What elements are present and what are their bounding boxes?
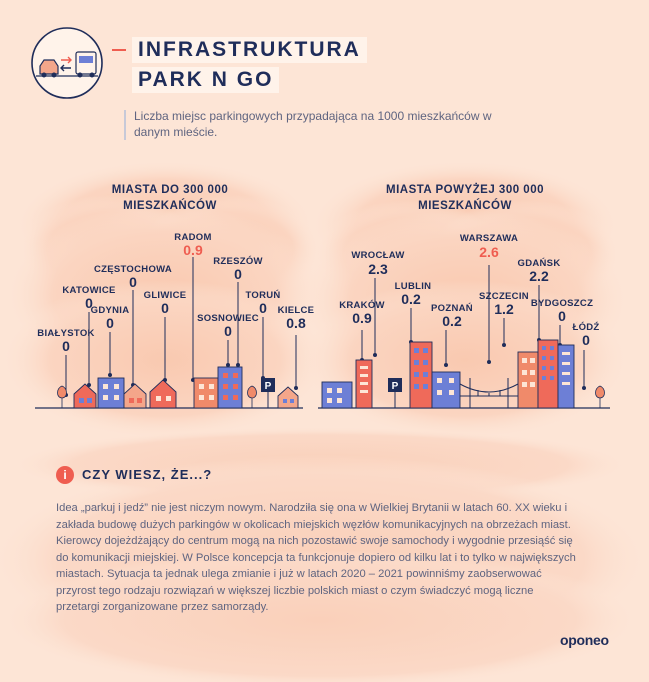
- bridge-icon: [459, 378, 519, 408]
- city-value: 0: [558, 308, 566, 324]
- tree-icon: [247, 385, 257, 408]
- city-value: 2.6: [479, 244, 499, 260]
- city-label: KIELCE: [277, 305, 315, 316]
- city-value: 0: [224, 323, 232, 339]
- small-cities-title-line-1: MIASTA DO 300 000: [111, 184, 229, 196]
- building-icon: [97, 377, 125, 409]
- building-icon: [355, 359, 373, 409]
- city-value: 0.2: [442, 313, 462, 329]
- large-cities-title-line-1: MIASTA POWYŻEJ 300 000: [386, 184, 544, 196]
- city-label: WARSZAWA: [459, 233, 519, 244]
- building-icon: [321, 381, 353, 409]
- city-label: RADOM: [174, 232, 212, 243]
- car-bus-icon: [31, 27, 103, 99]
- city-value: 2.2: [529, 268, 549, 284]
- building-icon: [193, 377, 219, 409]
- city-value: 1.2: [494, 301, 514, 317]
- fact-title: CZY WIESZ, ŻE...?: [82, 467, 213, 482]
- large-cities-title-line-2: MIESZKAŃCÓW: [418, 200, 512, 212]
- city-label: CZĘSTOCHOWA: [93, 264, 173, 275]
- city-label: WROCŁAW: [351, 250, 405, 261]
- city-value: 2.3: [368, 261, 388, 277]
- city-value: 0.8: [286, 315, 306, 331]
- city-label: LUBLIN: [394, 281, 432, 292]
- building-icon: [557, 344, 575, 409]
- city-value: 0.9: [352, 310, 372, 326]
- city-label: SOSNOWIEC: [197, 313, 259, 324]
- page-subtitle: Liczba miejsc parkingowych przypadająca …: [134, 109, 492, 139]
- city-label: GLIWICE: [143, 290, 187, 301]
- city-label: GDYNIA: [90, 305, 130, 316]
- city-value: 0: [161, 300, 169, 316]
- page-title-line-1: INFRASTRUKTURA: [132, 37, 367, 63]
- city-label: SZCZECIN: [479, 291, 529, 302]
- city-value: 0: [259, 300, 267, 316]
- svg-text:P: P: [265, 381, 272, 392]
- building-icon: [217, 366, 243, 409]
- city-label: TORUŃ: [245, 290, 281, 301]
- city-label: ŁÓDŹ: [572, 322, 600, 333]
- city-label: GDAŃSK: [517, 258, 561, 269]
- city-label: BYDGOSZCZ: [530, 298, 594, 309]
- small-cities-title: MIASTA DO 300 000 MIESZKAŃCÓW: [95, 182, 245, 214]
- building-icon: [431, 371, 461, 409]
- parking-sign-icon: P: [388, 378, 402, 408]
- info-icon: i: [56, 466, 74, 484]
- title-accent-rule: [112, 49, 126, 51]
- small-cities-title-line-2: MIESZKAŃCÓW: [123, 200, 217, 212]
- city-label: RZESZÓW: [213, 256, 263, 267]
- building-icon: [517, 351, 539, 409]
- city-value: 0: [85, 295, 93, 311]
- house-icon: [277, 386, 299, 409]
- city-value: 0: [234, 266, 242, 282]
- city-label: POZNAŃ: [431, 303, 473, 314]
- building-icon: [409, 341, 433, 409]
- house-icon: [73, 383, 97, 409]
- page-title-line-2: PARK N GO: [132, 67, 280, 93]
- house-icon: [123, 383, 147, 409]
- fact-text: Idea „parkuj i jedź” nie jest niczym now…: [56, 502, 576, 613]
- building-icon: [537, 339, 559, 409]
- city-value: 0.9: [183, 242, 203, 258]
- city-value: 0: [106, 315, 114, 331]
- cloud-bottom: [0, 427, 649, 682]
- tree-icon: [57, 385, 67, 408]
- house-icon: [149, 379, 177, 409]
- city-label: KATOWICE: [62, 285, 116, 296]
- city-value: 0: [129, 274, 137, 290]
- city-value: 0: [582, 332, 590, 348]
- right-city-scene: P: [318, 265, 610, 409]
- left-city-scene: P: [35, 257, 303, 409]
- subtitle-divider: [124, 110, 126, 140]
- svg-text:P: P: [392, 381, 399, 392]
- city-value: 0: [62, 338, 70, 354]
- city-label: KRAKÓW: [339, 300, 385, 311]
- city-label: BIAŁYSTOK: [37, 328, 95, 339]
- tree-icon: [595, 385, 605, 408]
- parking-sign-icon: P: [261, 378, 275, 408]
- city-value: 0.2: [401, 291, 421, 307]
- cloud-left: [0, 160, 330, 440]
- brand-logo: oponeo: [560, 632, 609, 648]
- large-cities-title: MIASTA POWYŻEJ 300 000 MIESZKAŃCÓW: [370, 182, 560, 214]
